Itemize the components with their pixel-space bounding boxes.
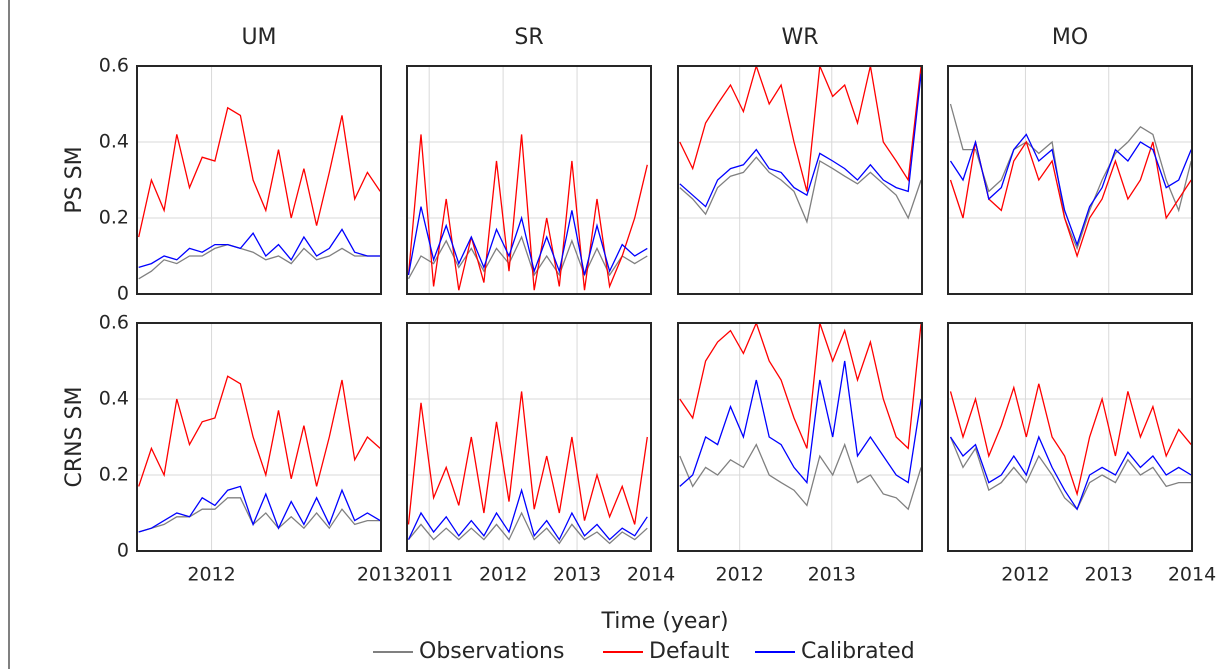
plot-area (948, 323, 1192, 551)
plot-area (407, 66, 651, 294)
axes-box (406, 322, 652, 552)
data-line (407, 134, 648, 291)
axes-box (947, 65, 1193, 295)
y-tick-label: 0 (117, 283, 129, 305)
data-line (949, 133, 1192, 247)
y-axis-label: PS SM (62, 146, 87, 213)
data-line (949, 103, 1192, 251)
x-tick-label: 2012 (187, 564, 235, 586)
data-line (407, 206, 648, 276)
panel-title: MO (1052, 25, 1088, 50)
axes-box (406, 65, 652, 295)
legend-label: Observations (419, 639, 564, 664)
x-tick-label: 2014 (627, 564, 675, 586)
data-line (138, 243, 381, 280)
data-line (407, 487, 648, 541)
data-line (679, 156, 922, 224)
legend-label: Default (649, 639, 730, 664)
x-tick-label: 2012 (479, 564, 527, 586)
data-line (949, 436, 1192, 511)
data-line (138, 228, 381, 269)
data-line (949, 383, 1192, 497)
y-axis-label: CRNS SM (62, 386, 87, 487)
x-axis-label: Time (year) (600, 609, 728, 634)
x-tick-label: 2013 (1085, 564, 1133, 586)
plot-area (678, 66, 922, 294)
data-line (949, 435, 1192, 511)
data-line (679, 442, 922, 511)
data-line (138, 375, 381, 487)
axes-box (677, 65, 923, 295)
data-line (679, 66, 922, 192)
plot-area (948, 66, 1192, 294)
plot-area (137, 66, 381, 294)
plot-area (137, 323, 381, 551)
data-line (407, 511, 648, 545)
x-tick-label: 2013 (553, 564, 601, 586)
x-tick-label: 2011 (405, 564, 453, 586)
axes-box (947, 322, 1193, 552)
data-line (679, 360, 922, 487)
y-tick-label: 0.6 (99, 312, 129, 334)
panel-title: UM (241, 25, 276, 50)
data-line (679, 73, 922, 208)
y-tick-label: 0.6 (99, 55, 129, 77)
y-tick-label: 0.4 (99, 131, 129, 153)
axes-box (136, 322, 382, 552)
panel-title: SR (514, 25, 543, 50)
plot-area (407, 323, 651, 551)
y-tick-label: 0.4 (99, 388, 129, 410)
data-line (679, 323, 922, 450)
x-tick-label: 2013 (808, 564, 856, 586)
data-line (138, 485, 381, 533)
data-line (138, 497, 381, 533)
legend-label: Calibrated (801, 639, 915, 664)
panel-title: WR (781, 25, 818, 50)
axes-box (677, 322, 923, 552)
x-tick-label: 2013 (357, 564, 405, 586)
x-tick-label: 2012 (716, 564, 764, 586)
data-line (407, 391, 648, 525)
y-tick-label: 0 (117, 540, 129, 562)
x-tick-label: 2012 (1001, 564, 1049, 586)
data-line (138, 106, 381, 238)
x-tick-label: 2014 (1168, 564, 1216, 586)
y-tick-label: 0.2 (99, 207, 129, 229)
plot-area (678, 323, 922, 551)
axes-box (136, 65, 382, 295)
y-tick-label: 0.2 (99, 464, 129, 486)
